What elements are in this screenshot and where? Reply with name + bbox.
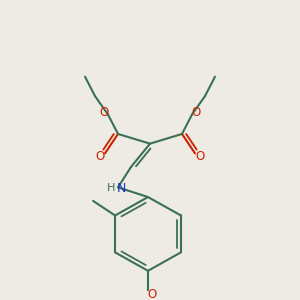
Text: O: O (95, 150, 105, 163)
Text: O: O (147, 288, 157, 300)
Text: O: O (191, 106, 201, 119)
Text: N: N (116, 182, 126, 195)
Text: H: H (107, 183, 115, 193)
Text: O: O (195, 150, 205, 163)
Text: O: O (99, 106, 109, 119)
